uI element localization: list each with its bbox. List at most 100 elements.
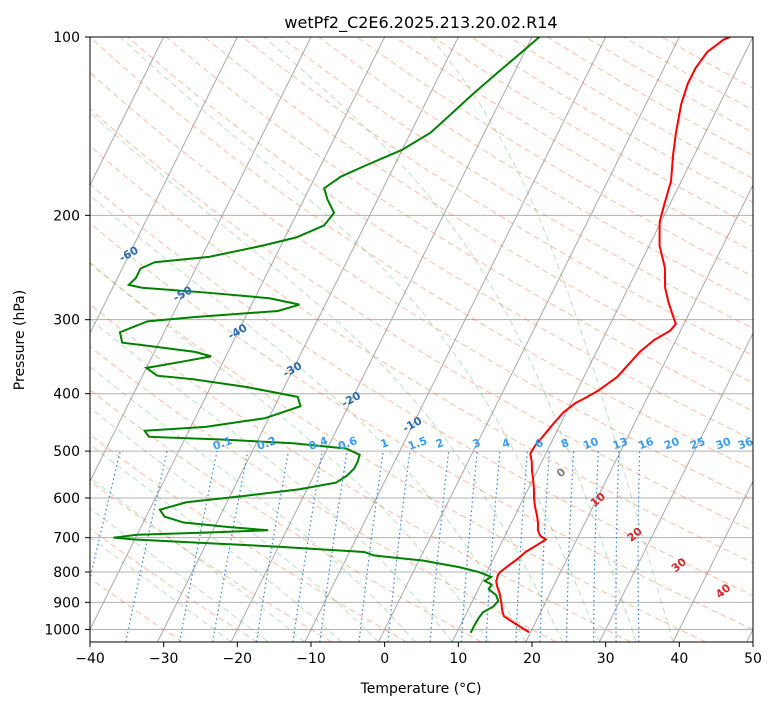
x-tick-label: −20 [223, 651, 253, 667]
dry-adiabat-line [90, 262, 706, 642]
x-axis-label: Temperature (°C) [360, 681, 482, 697]
y-tick-label: 900 [53, 595, 80, 611]
mixing-ratio-line [212, 450, 249, 642]
mixing-ratio-line [539, 451, 551, 642]
y-tick-label: 600 [53, 491, 80, 507]
moist-adiabat-line [119, 37, 600, 642]
isotherm-line [598, 332, 753, 642]
dry-adiabat-line [90, 480, 333, 642]
moist-adiabat-line [263, 37, 637, 642]
sounding-profiles [113, 37, 731, 634]
isotherm-line [156, 37, 459, 642]
isotherm-line [451, 37, 753, 642]
isotherm-line [90, 37, 312, 483]
moist-adiabat-line [90, 536, 232, 642]
y-tick-label: 100 [53, 30, 80, 46]
dry-adiabat-line [90, 577, 183, 642]
dry-adiabat-line [90, 434, 407, 642]
isotherm-line [525, 183, 753, 642]
x-tick-label: −40 [75, 651, 105, 667]
axes: −40 −30 −20 −10 0 10 20 30 40 5010020030040050060… [44, 30, 762, 667]
isotherm-line [90, 37, 386, 631]
mixing-ratio-line [387, 451, 411, 642]
isotherm-line [90, 37, 165, 187]
isotherm-line [90, 37, 238, 335]
isotherm-line [230, 37, 533, 642]
x-tick-label: 30 [597, 651, 615, 667]
mixing-ratio-label: 16 [637, 435, 656, 453]
mixing-ratio-label: 3 [471, 436, 483, 451]
dry-adiabat-line [90, 389, 482, 642]
mixing-ratio-lines [90, 450, 641, 642]
dry-adiabat-line [204, 37, 753, 384]
isotherm-lines [90, 37, 753, 642]
isotherm-line [304, 37, 607, 642]
isotherm-line [672, 480, 753, 642]
mixing-ratio-line [255, 450, 290, 642]
mixing-ratio-line [637, 451, 641, 642]
x-tick-label: −30 [149, 651, 179, 667]
y-tick-label: 300 [53, 313, 80, 329]
mixing-ratio-label: 6 [533, 436, 545, 451]
mixing-ratio-label: 1.5 [406, 434, 429, 453]
dewpoint-profile-line [113, 37, 541, 634]
moist-adiabat-line [90, 507, 269, 642]
mixing-ratio-label: 25 [688, 435, 707, 452]
chart-title: wetPf2_C2E6.2025.213.20.02.R14 [284, 13, 557, 33]
mixing-ratio-label: 0.2 [255, 434, 278, 453]
pressure-gridlines [90, 37, 753, 630]
y-tick-label: 500 [53, 444, 80, 460]
mixing-ratio-label: 8 [559, 436, 571, 451]
mixing-ratio-label: 30 [714, 435, 733, 453]
moist-adiabat-line [90, 476, 306, 642]
dry-adiabat-line [90, 345, 557, 642]
dry-adiabat-line [90, 108, 753, 532]
mixing-ratio-line [292, 451, 323, 642]
moist-adiabat-line [90, 443, 342, 642]
mixing-ratio-line [485, 451, 501, 642]
y-tick-label: 800 [53, 565, 80, 581]
mixing-ratio-line [593, 451, 599, 642]
y-tick-label: 1000 [44, 622, 80, 638]
mixing-ratio-label: 0.4 [307, 434, 330, 453]
dry-adiabat-line [90, 183, 753, 597]
mixing-ratio-line [358, 451, 384, 642]
plot-area: -100-90-80-70-60-50-40-30-20-100.10.20.4… [90, 37, 755, 642]
dry-adiabat-line [242, 37, 753, 356]
x-tick-label: 10 [449, 651, 467, 667]
dry-adiabat-line [90, 222, 753, 631]
mixing-ratio-label: 0.1 [211, 434, 234, 453]
dry-adiabat-line [90, 71, 753, 501]
x-tick-label: −10 [296, 651, 326, 667]
moist-adiabat-line [90, 194, 527, 642]
dry-adiabat-line [318, 37, 753, 303]
mixing-ratio-label: 10 [581, 435, 600, 453]
mixing-ratio-line [178, 450, 218, 642]
moist-adiabat-line [90, 318, 453, 642]
mixing-ratio-label: 13 [611, 435, 630, 452]
mixing-ratio-label: 1 [379, 436, 391, 451]
x-tick-label: 0 [380, 651, 389, 667]
mixing-ratio-line [319, 451, 348, 642]
y-axis-label: Pressure (hPa) [12, 290, 28, 390]
dry-adiabat-line [90, 37, 753, 470]
x-tick-label: 20 [523, 651, 541, 667]
moist-adiabat-line [430, 37, 674, 642]
mixing-ratio-label: 0.6 [336, 434, 359, 453]
x-tick-label: 40 [670, 651, 688, 667]
mixing-ratio-line [429, 451, 450, 642]
moist-adiabat-line [90, 407, 379, 642]
mixing-ratio-label: 20 [662, 435, 681, 453]
dry-adiabat-line [90, 145, 753, 564]
mixing-ratio-line [460, 451, 478, 642]
mixing-ratio-line [515, 451, 528, 642]
x-tick-label: 50 [744, 651, 762, 667]
mixing-ratio-label: 36 [736, 435, 755, 453]
plot-frame [89, 36, 754, 643]
mixing-ratio-line [615, 451, 620, 642]
mixing-ratio-label: 4 [500, 436, 512, 451]
temperature-profile-line [495, 37, 731, 634]
